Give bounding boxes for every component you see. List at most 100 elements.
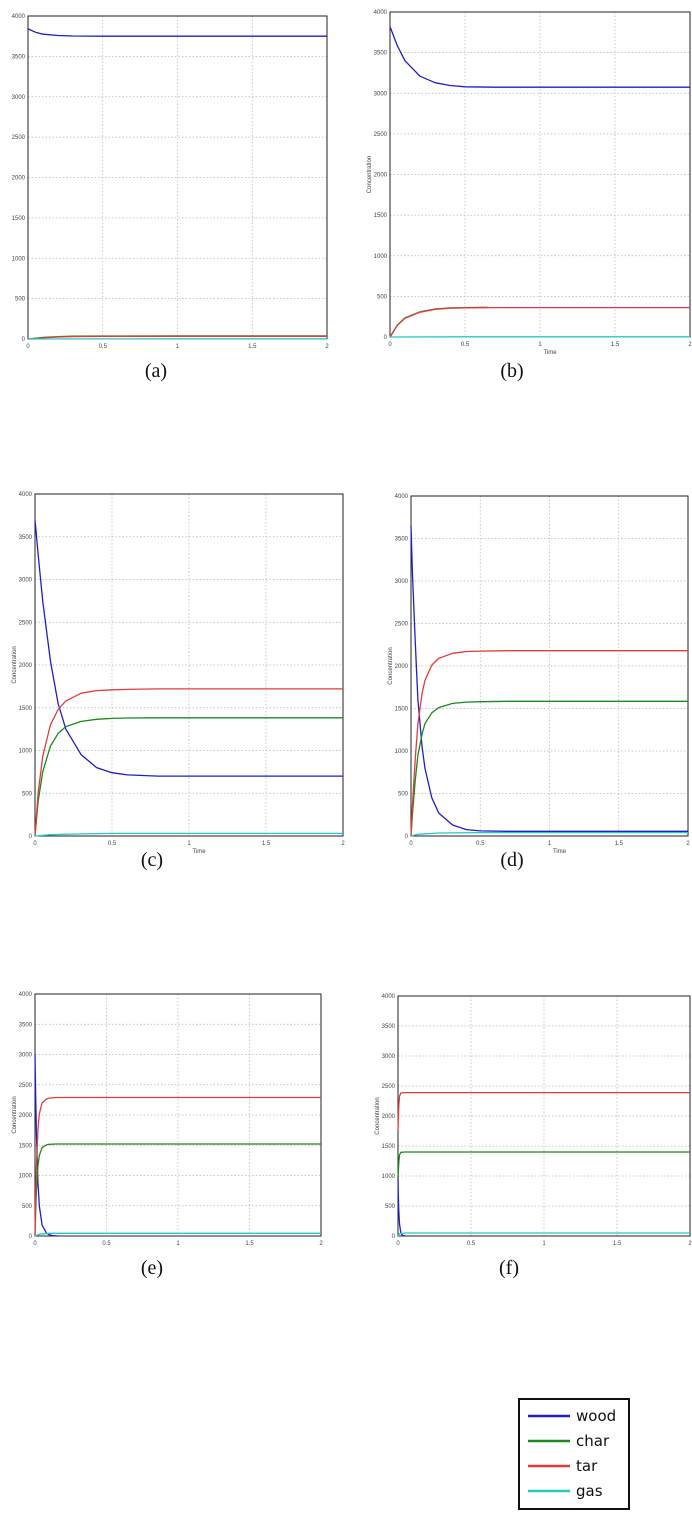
y-axis-label: Concentration [367,156,373,193]
y-tick-label: 2000 [374,173,388,179]
y-tick-label: 2000 [19,1113,33,1119]
x-tick-label: 1 [187,841,191,847]
y-tick-label: 3500 [19,535,33,541]
y-tick-label: 0 [392,1234,396,1240]
series-line-tar [34,1096,321,1237]
x-tick-label: 0 [26,344,30,350]
y-tick-label: 500 [15,297,26,303]
y-tick-label: 2500 [19,1083,33,1089]
y-axis-label: Concentration [12,1096,18,1133]
x-tick-label: 2 [688,1241,692,1247]
x-tick-label: 0 [388,342,392,348]
y-tick-label: 1000 [395,749,409,755]
x-tick-label: 0 [396,1241,400,1247]
series-line-wood [410,525,688,832]
y-axis-label: Concentration [388,647,394,684]
series-line-tar [389,306,690,338]
series-line-char [34,717,343,837]
series-line-tar [34,688,343,837]
y-tick-label: 500 [22,791,33,797]
y-tick-label: 3500 [374,51,388,57]
y-tick-label: 1000 [382,1174,396,1180]
legend: wood char tar gas [518,1398,630,1510]
y-tick-label: 500 [398,792,409,798]
x-tick-label: 1.5 [611,342,620,348]
y-tick-label: 4000 [395,494,409,500]
x-tick-label: 1 [542,1241,546,1247]
panel-label: (d) [500,849,523,871]
x-tick-label: 1 [548,841,552,847]
y-tick-label: 3000 [19,1053,33,1059]
series-line-char [397,1151,690,1180]
series-line-gas [34,1232,321,1237]
legend-label-tar: tar [576,1457,598,1475]
x-tick-label: 1 [538,342,542,348]
y-tick-label: 2000 [382,1114,396,1120]
y-tick-label: 2000 [19,663,33,669]
y-tick-label: 3500 [12,54,26,60]
y-tick-label: 3500 [382,1024,396,1030]
y-tick-label: 0 [29,1234,33,1240]
series-line-wood [397,1175,406,1237]
y-tick-label: 0 [384,335,388,341]
y-tick-label: 2500 [382,1084,396,1090]
series-line-gas [34,832,343,837]
y-tick-label: 3000 [395,579,409,585]
chart-panel-2: 0 0.5 1 1.5 2 0 500 1000 1500 2000 2500 3000 3500 400… [367,10,692,382]
series-line-tar [397,1091,690,1132]
y-tick-label: 3000 [382,1054,396,1060]
x-tick-label: 1.5 [262,841,271,847]
x-tick-label: 0.5 [476,841,485,847]
legend-label-wood: wood [576,1407,616,1425]
y-tick-label: 2000 [12,176,26,182]
y-tick-label: 3500 [395,537,409,543]
y-tick-label: 1500 [12,216,26,222]
series-line-wood [27,28,327,37]
series-line-wood [34,1054,58,1237]
x-tick-label: 2 [325,344,329,350]
x-tick-label: 0 [409,841,413,847]
x-tick-label: 1 [176,344,180,350]
x-tick-label: 1 [176,1241,180,1247]
x-tick-label: 0 [33,841,37,847]
series-line-gas [397,1232,690,1237]
x-tick-label: 0.5 [102,1241,111,1247]
x-tick-label: 0 [33,1241,37,1247]
series-line-gas [410,831,688,837]
series-line-wood [389,26,690,88]
y-tick-label: 1000 [19,749,33,755]
y-tick-label: 1000 [19,1174,33,1180]
chart-panel-5: 0 0.5 1 1.5 2 0 500 1000 1500 2000 2500 3000 3500 400… [12,992,323,1279]
panel-label: (f) [499,1257,519,1279]
series-line-char [410,700,688,837]
y-tick-label: 3000 [19,578,33,584]
series-line-wood [34,519,343,777]
y-tick-label: 2500 [19,620,33,626]
y-tick-label: 4000 [12,14,26,20]
y-tick-label: 500 [385,1204,396,1210]
y-tick-label: 2000 [395,664,409,670]
legend-label-char: char [576,1432,610,1450]
x-tick-label: 0.5 [467,1241,476,1247]
series-line-tar [27,335,327,340]
x-tick-label: 0.5 [108,841,117,847]
plot-frame [34,493,344,837]
chart-panel-6: 0 0.5 1 1.5 2 0 500 1000 1500 2000 2500 3000 3500 400… [375,994,692,1279]
y-tick-label: 4000 [19,992,33,998]
y-tick-label: 500 [22,1204,33,1210]
x-tick-label: 2 [319,1241,323,1247]
panel-label: (b) [500,360,523,382]
x-axis-label: Time [543,350,557,356]
y-tick-label: 0 [22,337,26,343]
panel-label: (c) [141,849,163,871]
x-axis-label: Time [553,849,567,855]
y-axis-label: Concentration [375,1097,381,1134]
x-tick-label: 2 [686,841,690,847]
x-tick-label: 1.5 [248,344,257,350]
plot-frame [410,495,689,837]
panel-label: (e) [141,1257,163,1279]
x-tick-label: 0.5 [461,342,470,348]
x-tick-label: 1.5 [613,1241,622,1247]
x-tick-label: 2 [341,841,345,847]
